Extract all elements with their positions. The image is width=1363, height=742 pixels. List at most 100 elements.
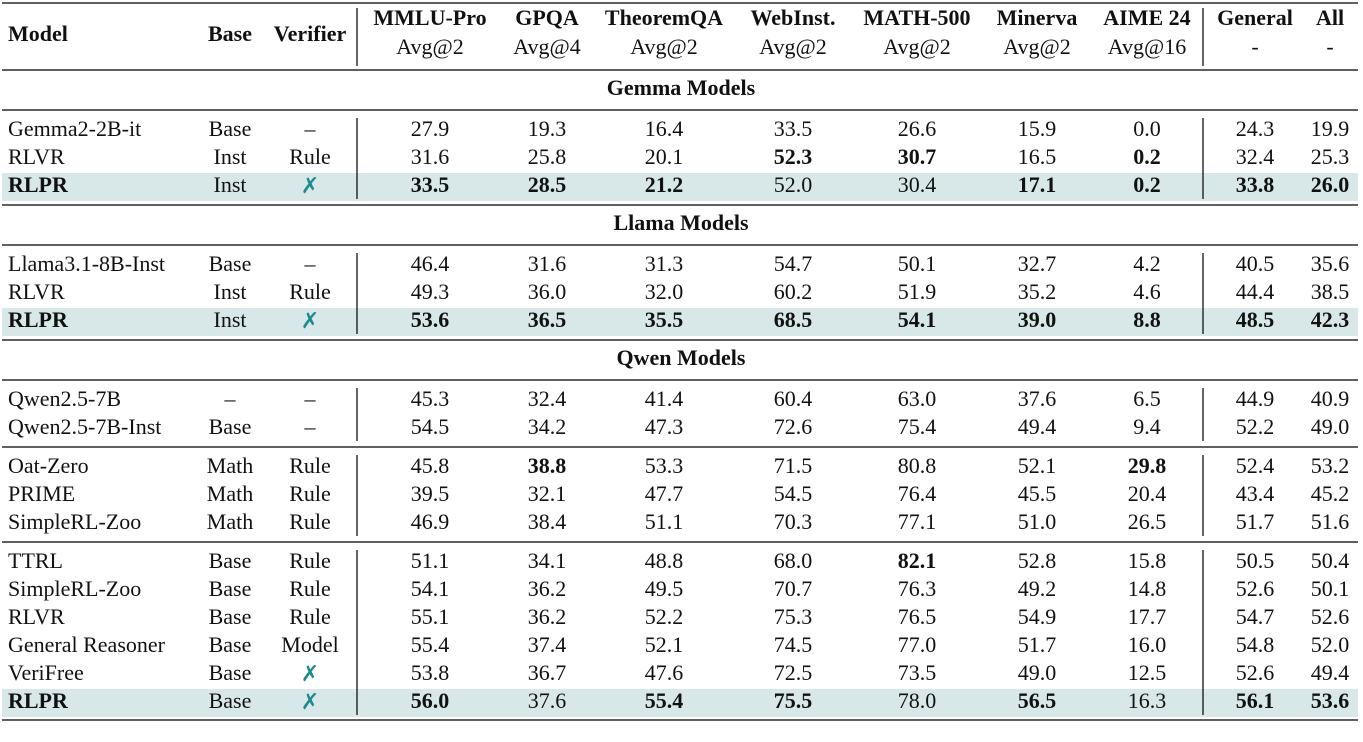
cell: 16.0 — [1128, 632, 1167, 657]
cell: 68.0 — [774, 548, 813, 573]
cell: – — [304, 116, 317, 141]
cell: 40.9 — [1311, 386, 1350, 411]
cell: 45.2 — [1311, 481, 1350, 506]
cell: 36.5 — [528, 307, 567, 332]
cell: 74.5 — [774, 632, 813, 657]
cell: Inst — [214, 279, 247, 304]
cell: 52.6 — [1311, 604, 1350, 629]
cell: 4.2 — [1133, 251, 1161, 276]
column-header: MMLU-Pro — [373, 5, 486, 30]
cell: 32.7 — [1018, 251, 1057, 276]
cell: 32.4 — [1236, 144, 1275, 169]
column-header: Minerva — [997, 5, 1078, 30]
cell: 19.9 — [1311, 116, 1350, 141]
cell: 48.8 — [645, 548, 684, 573]
highlight-row — [2, 308, 1358, 336]
cell: 32.1 — [528, 481, 567, 506]
cell: 49.5 — [645, 576, 684, 601]
cell: 56.1 — [1236, 688, 1275, 713]
cell: 56.5 — [1018, 688, 1057, 713]
cell: – — [304, 414, 317, 439]
cell: 52.3 — [774, 144, 813, 169]
column-header: TheoremQA — [605, 5, 723, 30]
column-header: GPQA — [515, 5, 579, 30]
cell: 33.5 — [411, 172, 450, 197]
cell: 33.8 — [1236, 172, 1275, 197]
cell: 31.6 — [528, 251, 567, 276]
cell: 75.4 — [898, 414, 937, 439]
cell: 0.0 — [1133, 116, 1161, 141]
cell: Base — [209, 576, 252, 601]
cell: 54.8 — [1236, 632, 1275, 657]
cell: 51.1 — [411, 548, 450, 573]
cell: 47.3 — [645, 414, 684, 439]
cell: 46.9 — [411, 509, 450, 534]
cell: 54.9 — [1018, 604, 1057, 629]
cell: 20.1 — [645, 144, 684, 169]
cell: Base — [209, 414, 252, 439]
cell: 42.3 — [1311, 307, 1350, 332]
cell: 52.1 — [645, 632, 684, 657]
column-header: General — [1217, 5, 1293, 30]
cell: 47.6 — [645, 660, 684, 685]
cell: Inst — [214, 172, 247, 197]
cell: 72.5 — [774, 660, 813, 685]
cell: General Reasoner — [8, 632, 166, 657]
cell: 26.5 — [1128, 509, 1167, 534]
column-header: AIME 24 — [1103, 5, 1190, 30]
cell: 21.2 — [645, 172, 684, 197]
cell: 52.6 — [1236, 576, 1275, 601]
cell: 60.4 — [774, 386, 813, 411]
cell: 54.5 — [411, 414, 450, 439]
cell: 52.0 — [1311, 632, 1350, 657]
cell: 35.2 — [1018, 279, 1057, 304]
cell: 37.6 — [1018, 386, 1057, 411]
cell: 76.3 — [898, 576, 937, 601]
cell: 24.3 — [1236, 116, 1275, 141]
cell: 36.2 — [528, 576, 567, 601]
cell: 17.7 — [1128, 604, 1167, 629]
cell: Rule — [289, 604, 331, 629]
cell: 49.0 — [1018, 660, 1057, 685]
cell: 8.8 — [1133, 307, 1161, 332]
cell: RLVR — [8, 604, 65, 629]
cell: Base — [209, 116, 252, 141]
cell: 50.1 — [898, 251, 937, 276]
cell: 15.9 — [1018, 116, 1057, 141]
cell: 52.1 — [1018, 453, 1057, 478]
column-metric: Avg@2 — [759, 34, 827, 59]
cell: Rule — [289, 576, 331, 601]
cell: 35.5 — [645, 307, 684, 332]
cell: – — [304, 251, 317, 276]
cell: 77.0 — [898, 632, 937, 657]
cell: 53.6 — [411, 307, 450, 332]
cell: 49.4 — [1311, 660, 1350, 685]
cell: 38.8 — [528, 453, 567, 478]
cell: 43.4 — [1236, 481, 1275, 506]
cell: Base — [209, 660, 252, 685]
cell: VeriFree — [8, 660, 84, 685]
cell: 44.9 — [1236, 386, 1275, 411]
cell: 75.3 — [774, 604, 813, 629]
cell: 0.2 — [1133, 172, 1161, 197]
cell: Base — [209, 688, 252, 713]
cell: Math — [207, 453, 253, 478]
cell: 54.7 — [774, 251, 813, 276]
cell: 25.3 — [1311, 144, 1350, 169]
cell: 38.5 — [1311, 279, 1350, 304]
cell: 15.8 — [1128, 548, 1167, 573]
cell: 53.2 — [1311, 453, 1350, 478]
section-title: Gemma Models — [607, 75, 756, 100]
cell: 72.6 — [774, 414, 813, 439]
cell: 19.3 — [528, 116, 567, 141]
cell: 45.5 — [1018, 481, 1057, 506]
cell: 39.5 — [411, 481, 450, 506]
cell: 16.4 — [645, 116, 684, 141]
cell: Rule — [289, 279, 331, 304]
cell: 16.5 — [1018, 144, 1057, 169]
cell: SimpleRL-Zoo — [8, 509, 141, 534]
cell: RLVR — [8, 279, 65, 304]
column-metric: Avg@2 — [883, 34, 951, 59]
cell: 71.5 — [774, 453, 813, 478]
cell: 29.8 — [1128, 453, 1167, 478]
